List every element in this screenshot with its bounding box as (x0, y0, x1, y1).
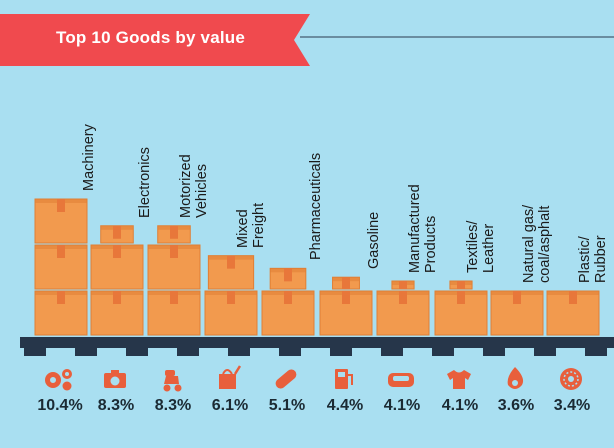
bar-2 (90, 225, 144, 336)
category-label: Textiles/Leather (437, 153, 497, 273)
box-tape (113, 245, 121, 258)
box-tape (113, 291, 121, 304)
value-label: 5.1% (268, 397, 306, 414)
bar-3 (147, 225, 201, 336)
value-label: 8.3% (154, 397, 192, 414)
bar-1 (34, 198, 88, 336)
box-tape (227, 255, 235, 269)
pallet-foot (279, 348, 301, 356)
category-label: Manufactured Products (379, 153, 439, 273)
chart-title: Top 10 Goods by value (56, 28, 246, 47)
flame-icon (507, 367, 524, 389)
category-label-line: Rubber (593, 235, 609, 283)
category-label-line: Plastic/ (577, 236, 593, 283)
pallet-foot (126, 348, 148, 356)
pallet-foot (585, 348, 607, 356)
box-tape (113, 225, 121, 239)
category-label-line: Natural gas/ (521, 204, 537, 283)
bar-6 (319, 276, 373, 336)
category-label-line: Textiles/ (465, 220, 481, 273)
box-tape (227, 291, 235, 304)
box-tape (569, 291, 577, 304)
shopping-bag-icon (219, 365, 242, 389)
box-tape (57, 291, 65, 304)
tshirt-icon (447, 370, 471, 389)
box-body (434, 290, 488, 336)
pallet-foot (75, 348, 97, 356)
pallet-foot (228, 348, 250, 356)
category-label: Electronics (93, 98, 153, 218)
category-label-line: Motorized (178, 154, 194, 218)
value-label: 3.6% (497, 397, 535, 414)
box-tape (342, 291, 350, 304)
title-banner (0, 14, 614, 66)
category-label: Motorized Vehicles (150, 98, 210, 218)
pill-icon (275, 369, 297, 389)
pallet-foot (534, 348, 556, 356)
box-tape (457, 281, 465, 289)
bar-9 (490, 290, 544, 336)
category-label: Pharmaceuticals (264, 140, 324, 260)
category-label-line: Manufactured (407, 184, 423, 273)
bar-5 (261, 267, 315, 336)
pallet-foot (24, 348, 46, 356)
tire-icon (560, 368, 582, 390)
gears-icon (45, 369, 72, 391)
value-label: 4.4% (326, 397, 364, 414)
bar-8 (434, 280, 488, 336)
category-label: Machinery (37, 71, 97, 191)
camera-icon (104, 370, 126, 388)
category-label: Natural gas/coal/asphalt (493, 163, 553, 283)
banner-ribbon (0, 14, 310, 66)
pallet-foot (330, 348, 352, 356)
fuel-pump-icon (335, 369, 353, 389)
box-body (147, 290, 201, 336)
pallet-foot (432, 348, 454, 356)
box-tape (170, 291, 178, 304)
box-tape (170, 245, 178, 258)
box-tape (513, 291, 521, 304)
box-body (34, 198, 88, 244)
box-tape (457, 291, 465, 304)
pallet-foot (381, 348, 403, 356)
box-tape (284, 268, 292, 282)
value-label: 6.1% (211, 397, 249, 414)
box-tape (399, 281, 407, 289)
category-label: Plastic/Rubber (549, 163, 609, 283)
box-tape (284, 291, 292, 304)
scooter-icon (163, 370, 182, 392)
box-tape (342, 277, 350, 289)
pallet-foot (483, 348, 505, 356)
box-tape (170, 225, 178, 239)
category-label: Gasoline (322, 149, 382, 269)
value-label: 10.4% (37, 397, 83, 414)
bar-7 (376, 280, 430, 336)
value-label: 4.1% (441, 397, 479, 414)
box-tape (399, 291, 407, 304)
sofa-icon (388, 373, 414, 387)
value-label: 4.1% (383, 397, 421, 414)
pallet-foot (177, 348, 199, 356)
box-tape (57, 199, 65, 212)
pallet-top (20, 337, 614, 348)
category-label-line: Mixed (235, 208, 251, 248)
box-tape (57, 245, 65, 258)
bar-10 (546, 290, 600, 336)
category-label: Mixed Freight (207, 128, 267, 248)
value-label: 8.3% (97, 397, 135, 414)
value-label: 3.4% (553, 397, 591, 414)
bar-4 (204, 255, 258, 336)
